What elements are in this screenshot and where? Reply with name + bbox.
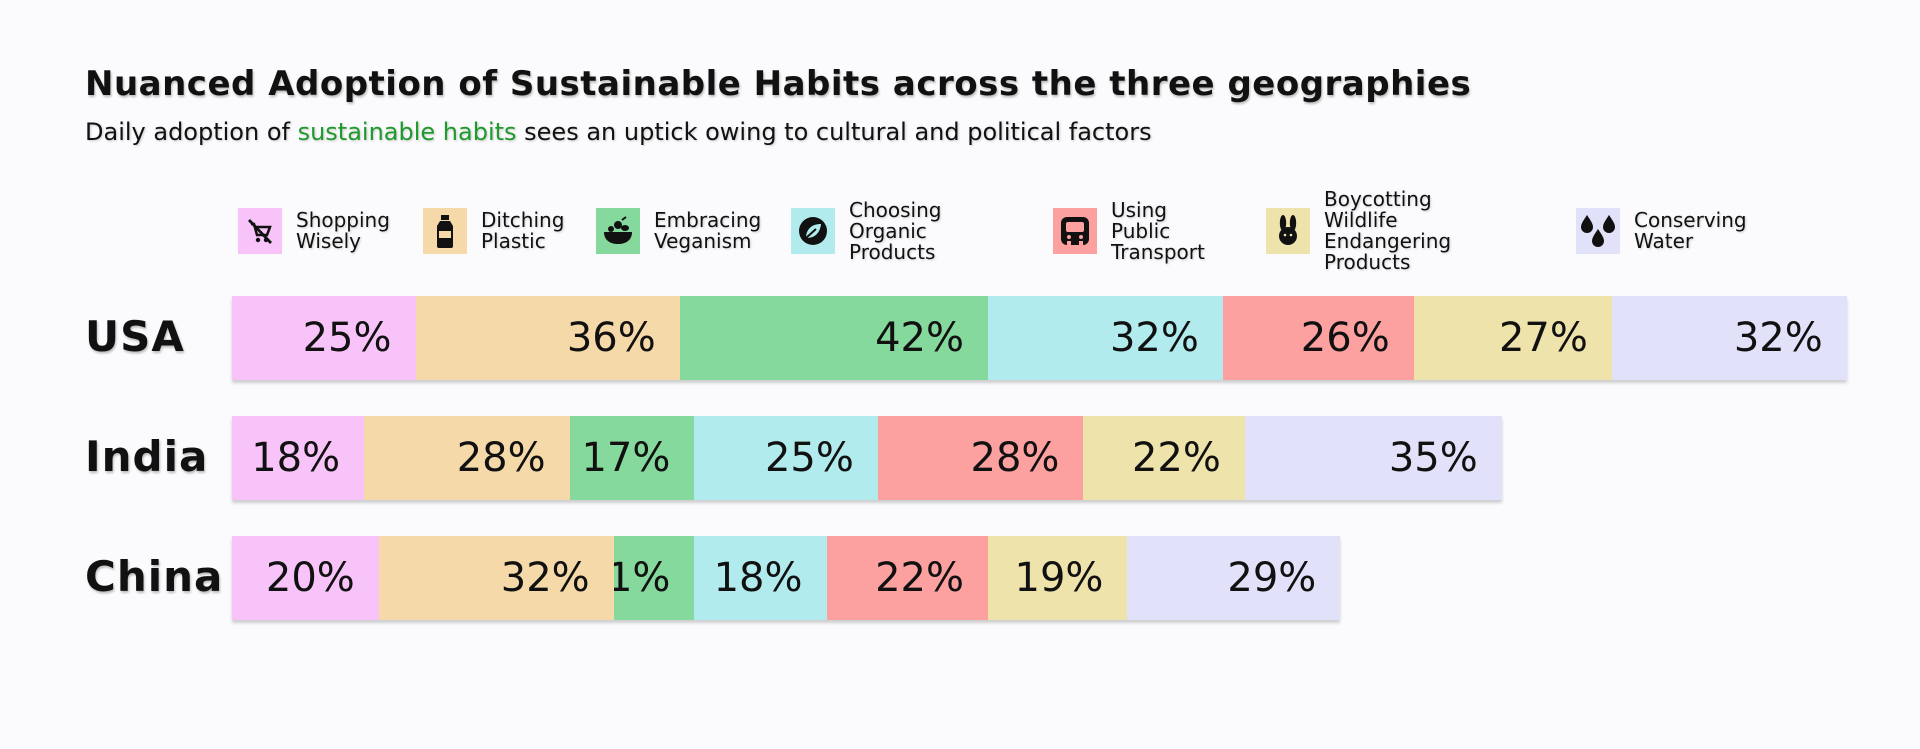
no-cart-icon bbox=[238, 208, 282, 254]
bar-row: 25% 36% 42% 32% 26% 27% 32% bbox=[232, 296, 1847, 380]
data-label: 28% bbox=[456, 435, 546, 481]
bar-segment: 28% bbox=[877, 416, 1084, 500]
data-label: 11% bbox=[613, 555, 671, 601]
bar-segment: 25% bbox=[232, 296, 416, 380]
data-label: 26% bbox=[1300, 315, 1390, 361]
chart-title: Nuanced Adoption of Sustainable Habits a… bbox=[85, 64, 1472, 104]
bar-segment: 29% bbox=[1127, 536, 1341, 620]
bar-segment: 28% bbox=[364, 416, 570, 500]
legend-label: Embracing Veganism bbox=[654, 208, 762, 253]
data-label: 18% bbox=[251, 435, 341, 481]
water-drops-icon bbox=[1576, 208, 1620, 254]
fruit-bowl-icon bbox=[596, 208, 640, 254]
data-label: 36% bbox=[566, 315, 656, 361]
bar-segment: 17% bbox=[569, 416, 695, 500]
legend-item: Choosing Organic Products bbox=[791, 199, 941, 262]
chart-subtitle: Daily adoption of sustainable habits see… bbox=[85, 118, 1152, 146]
bar-segment: 32% bbox=[378, 536, 614, 620]
data-label: 18% bbox=[713, 555, 803, 601]
bar-segment: 26% bbox=[1222, 296, 1414, 380]
data-label: 25% bbox=[302, 315, 392, 361]
bar-row: 20% 32% 11% 18% 22% 19% 29% bbox=[232, 536, 1341, 620]
legend-label: Ditching Plastic bbox=[481, 208, 565, 253]
bar-segment: 20% bbox=[232, 536, 379, 620]
bar-segment: 32% bbox=[1611, 296, 1847, 380]
data-label: 32% bbox=[500, 555, 590, 601]
bar-segment: 18% bbox=[694, 536, 827, 620]
data-label: 25% bbox=[764, 435, 854, 481]
data-label: 42% bbox=[875, 315, 964, 361]
row-label: USA bbox=[85, 312, 185, 361]
legend-item: Boycotting Wildlife Endangering Products bbox=[1266, 189, 1451, 273]
bar-segment: 25% bbox=[694, 416, 878, 500]
bottle-icon bbox=[423, 208, 467, 254]
legend-item: Embracing Veganism bbox=[596, 205, 761, 257]
data-label: 20% bbox=[265, 555, 355, 601]
data-label: 22% bbox=[1131, 435, 1221, 481]
bar-segment: 19% bbox=[987, 536, 1128, 620]
data-label: 29% bbox=[1227, 555, 1317, 601]
bar-segment: 36% bbox=[415, 296, 680, 380]
legend-item: Ditching Plastic bbox=[423, 205, 564, 257]
legend-label: Conserving Water bbox=[1634, 208, 1747, 253]
bar-segment: 18% bbox=[232, 416, 365, 500]
bar-segment: 22% bbox=[826, 536, 988, 620]
legend-item: Using Public Transport bbox=[1053, 199, 1205, 262]
subtitle-text-before: Daily adoption of bbox=[85, 118, 298, 146]
row-label: India bbox=[85, 432, 209, 481]
bar-segment: 11% bbox=[613, 536, 695, 620]
row-label: China bbox=[85, 552, 224, 601]
legend-label: Boycotting Wildlife Endangering Products bbox=[1324, 187, 1452, 274]
bar-segment: 42% bbox=[679, 296, 988, 380]
subtitle-highlight: sustainable habits bbox=[297, 118, 517, 146]
legend-item: Conserving Water bbox=[1576, 205, 1747, 257]
bar-segment: 27% bbox=[1413, 296, 1612, 380]
data-label: 32% bbox=[1733, 315, 1823, 361]
bar-segment: 35% bbox=[1244, 416, 1502, 500]
data-label: 35% bbox=[1388, 435, 1478, 481]
data-label: 22% bbox=[875, 555, 964, 601]
legend-item: Shopping Wisely bbox=[238, 205, 390, 257]
legend-label: Choosing Organic Products bbox=[849, 197, 942, 264]
bus-icon bbox=[1053, 208, 1097, 254]
subtitle-text-after: sees an uptick owing to cultural and pol… bbox=[516, 118, 1152, 146]
data-label: 17% bbox=[581, 435, 671, 481]
bar-segment: 32% bbox=[988, 296, 1223, 380]
legend-label: Using Public Transport bbox=[1111, 197, 1205, 264]
data-label: 32% bbox=[1109, 315, 1199, 361]
data-label: 19% bbox=[1014, 555, 1104, 601]
rabbit-icon bbox=[1266, 208, 1310, 254]
data-label: 28% bbox=[970, 435, 1060, 481]
legend-label: Shopping Wisely bbox=[296, 208, 390, 253]
leaf-icon bbox=[791, 208, 835, 254]
bar-row: 18% 28% 17% 25% 28% 22% 35% bbox=[232, 416, 1502, 500]
bar-segment: 22% bbox=[1083, 416, 1245, 500]
data-label: 27% bbox=[1498, 315, 1588, 361]
